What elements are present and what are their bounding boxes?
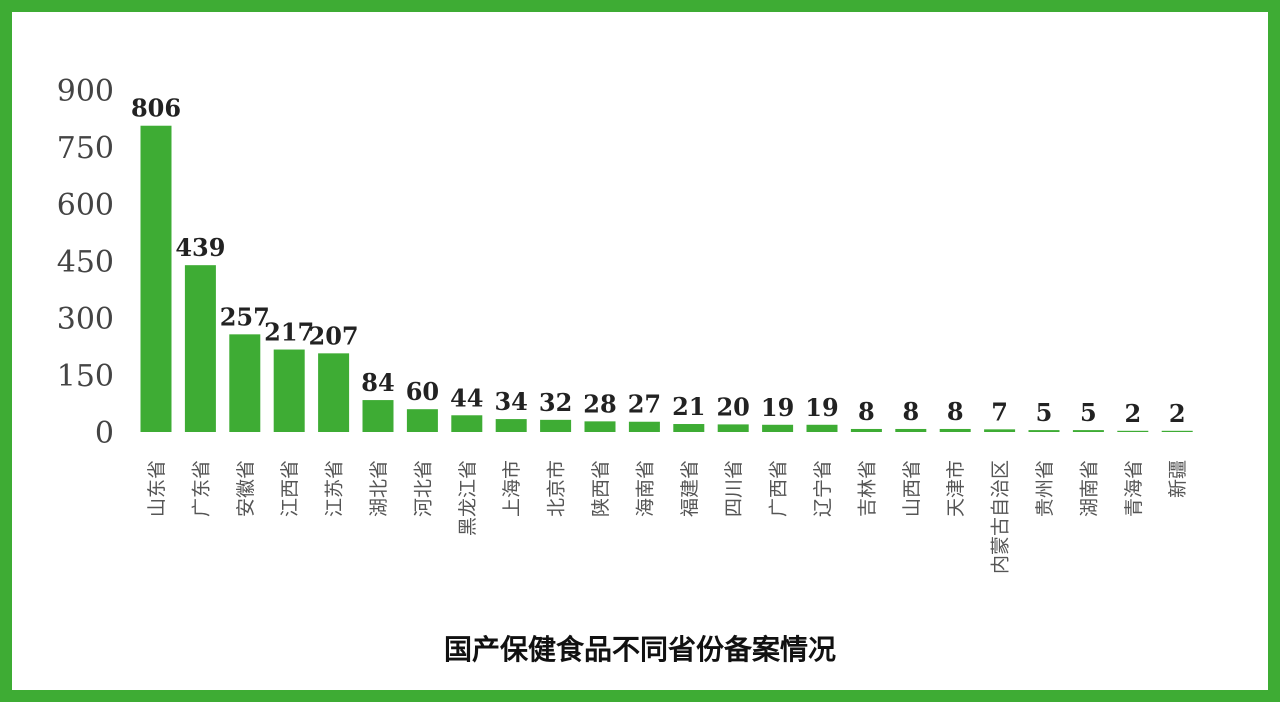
category-label: 贵州省	[1034, 460, 1056, 517]
value-label: 84	[361, 368, 394, 397]
category-label: 江苏省	[324, 460, 346, 517]
category-label: 广东省	[190, 460, 212, 517]
value-label: 21	[672, 392, 705, 421]
value-label: 27	[628, 390, 661, 419]
bar	[984, 429, 1016, 432]
category-label: 河北省	[412, 460, 434, 517]
bar	[673, 424, 705, 432]
value-label: 7	[991, 397, 1008, 426]
category-label: 上海市	[501, 460, 523, 517]
value-label: 2	[1169, 399, 1186, 428]
y-tick-label: 300	[57, 302, 114, 337]
bar	[273, 349, 305, 432]
category-label: 山东省	[146, 460, 168, 517]
bar	[762, 424, 794, 432]
category-labels: 山东省 广东省 安徽省 江西省 江苏省 湖北省 河北省 黑龙江省 上海市 北京市 陕西省 海南省 福建省…	[146, 460, 1189, 574]
value-label: 19	[761, 393, 794, 422]
category-label: 海南省	[634, 460, 656, 517]
value-label: 217	[264, 318, 314, 347]
value-label: 8	[902, 397, 919, 426]
category-label: 陕西省	[590, 460, 612, 517]
bar	[850, 428, 882, 432]
value-label: 806	[131, 94, 181, 123]
value-label: 5	[1080, 398, 1097, 427]
value-label: 8	[858, 397, 875, 426]
value-label: 257	[220, 302, 270, 331]
y-tick-label: 0	[95, 416, 114, 451]
bar	[362, 400, 394, 432]
bar	[1117, 430, 1149, 432]
category-label: 吉林省	[856, 460, 878, 517]
bar	[495, 419, 527, 432]
bar	[140, 125, 172, 432]
category-label: 湖北省	[368, 460, 390, 517]
value-label: 8	[947, 397, 964, 426]
bar	[1072, 430, 1104, 432]
category-label: 山西省	[901, 460, 923, 517]
category-label: 新疆	[1167, 460, 1189, 498]
bar	[406, 409, 438, 432]
y-tick-label: 450	[57, 245, 114, 280]
category-label: 黑龙江省	[457, 460, 479, 536]
bars	[140, 125, 1193, 432]
category-label: 辽宁省	[812, 460, 834, 517]
value-label: 28	[583, 389, 616, 418]
y-tick-label: 750	[57, 131, 114, 166]
bar	[540, 419, 572, 432]
value-label: 20	[716, 392, 749, 421]
category-label: 天津市	[945, 460, 967, 517]
bar	[1161, 430, 1193, 432]
category-label: 安徽省	[235, 460, 257, 517]
y-tick-label: 600	[57, 188, 114, 223]
value-label: 60	[406, 377, 439, 406]
value-label: 32	[539, 388, 572, 417]
value-label: 439	[175, 233, 225, 262]
bar	[939, 428, 971, 432]
y-axis: 0 150 300 450 600 750 900	[57, 74, 114, 451]
bar	[584, 421, 616, 432]
bar	[184, 265, 216, 432]
value-label: 19	[805, 393, 838, 422]
category-label: 四川省	[723, 460, 745, 517]
category-label: 广西省	[768, 460, 790, 517]
bar	[806, 424, 838, 432]
value-label: 207	[309, 321, 359, 350]
y-tick-label: 150	[57, 359, 114, 394]
category-label: 江西省	[279, 460, 301, 517]
category-label: 福建省	[679, 460, 701, 517]
bar	[895, 428, 927, 432]
bar	[1028, 430, 1060, 432]
bar	[451, 415, 483, 432]
value-label: 5	[1036, 398, 1053, 427]
bar	[229, 334, 261, 432]
y-tick-label: 900	[57, 74, 114, 109]
bar	[717, 424, 749, 432]
category-label: 湖南省	[1078, 460, 1100, 517]
value-label: 2	[1124, 399, 1141, 428]
bar	[628, 421, 660, 432]
category-label: 内蒙古自治区	[990, 460, 1012, 574]
value-label: 44	[450, 383, 483, 412]
value-label: 34	[494, 387, 527, 416]
bar	[318, 353, 350, 432]
category-label: 北京市	[546, 460, 568, 517]
chart-title: 国产保健食品不同省份备案情况	[443, 633, 836, 666]
category-label: 青海省	[1123, 460, 1145, 517]
